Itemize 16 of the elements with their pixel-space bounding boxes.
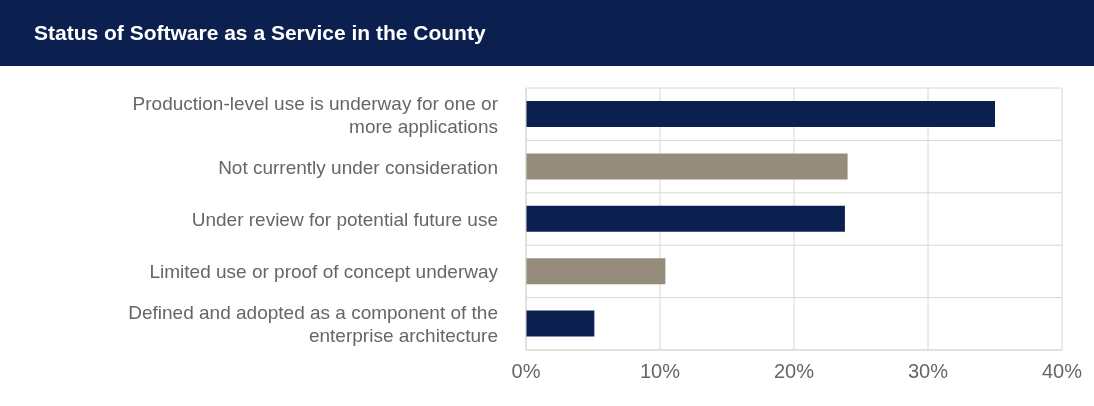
bar — [526, 101, 995, 127]
x-tick-label: 0% — [511, 360, 541, 383]
y-tick-label: Under review for potential future use — [191, 208, 498, 230]
x-tick-label: 40% — [1041, 360, 1083, 383]
text: Status of Software as a Service in the County — [0, 0, 1094, 66]
y-tick-label: Defined and adopted as a component of the enterprise architecture — [128, 301, 498, 346]
y-tick-label: Limited use or proof of concept underway — [149, 260, 499, 282]
bar — [526, 310, 595, 337]
x-tick-label: 20% — [773, 360, 815, 383]
y-tick-label: Production-level use is underway for one or more applications — [132, 92, 499, 137]
bar — [526, 258, 666, 285]
x-tick-label: 10% — [639, 360, 681, 383]
bar — [526, 205, 845, 232]
bar — [526, 153, 848, 180]
x-tick-label: 30% — [907, 360, 949, 383]
y-tick-label: Not currently under consideration — [218, 156, 498, 178]
